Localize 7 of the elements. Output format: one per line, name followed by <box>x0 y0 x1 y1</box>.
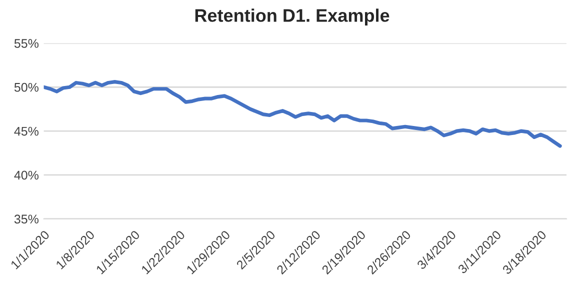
y-tick-label: 40% <box>14 170 38 180</box>
line-series <box>44 80 562 148</box>
y-tick-label: 55% <box>14 39 38 48</box>
y-tick-label: 45% <box>14 126 38 136</box>
chart-title: Retention D1. Example <box>195 8 390 26</box>
y-tick-label: 50% <box>14 82 38 92</box>
y-tick-label: 35% <box>14 214 38 224</box>
